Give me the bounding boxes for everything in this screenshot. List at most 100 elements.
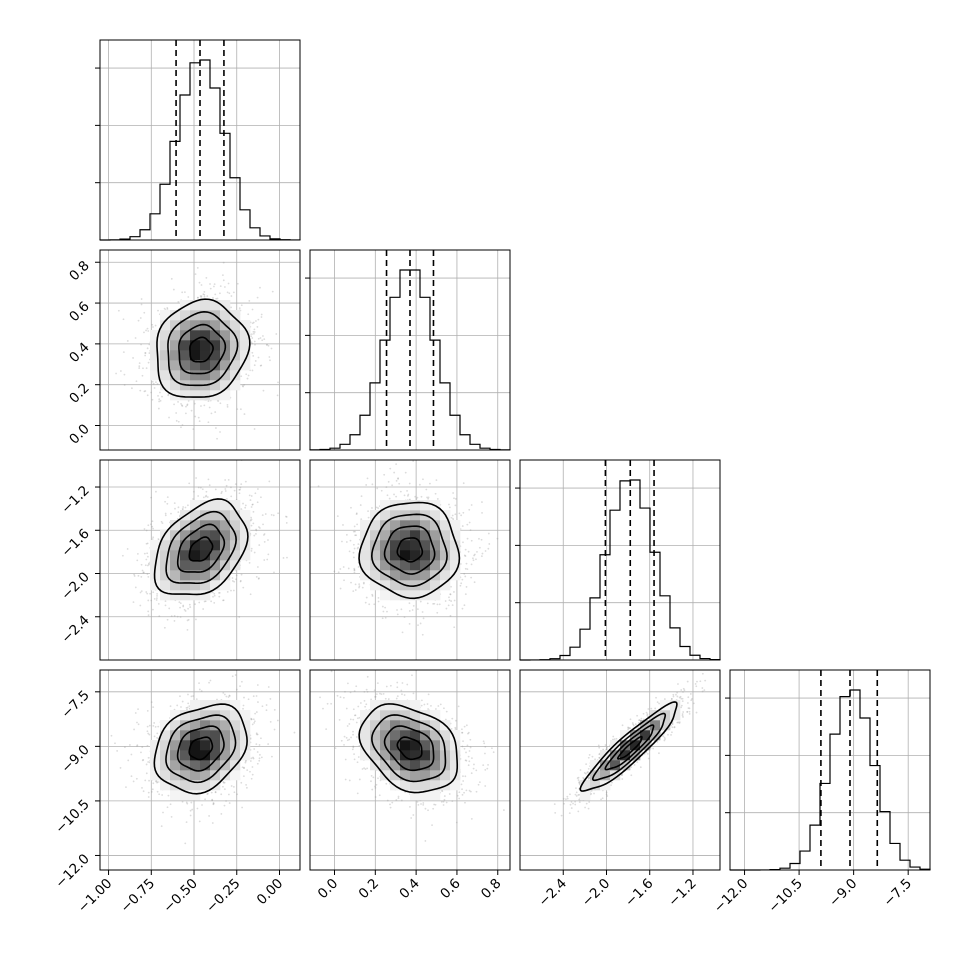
scatter-point [397,478,399,480]
contour-line [167,311,239,387]
scatter-point [161,522,164,525]
scatter-point [244,504,247,507]
scatter-point [466,537,469,540]
hist-panel-1 [305,249,511,451]
scatter-point [151,525,154,528]
scatter-point [138,365,141,368]
scatter-point [197,486,200,489]
density-cell [170,560,181,571]
scatter-point [464,575,467,578]
scatter-point [449,593,452,596]
density-cell [230,360,241,371]
scatter-point [219,431,221,433]
scatter-point [201,488,204,491]
scatter-point [152,527,154,530]
scatter-point [144,564,147,567]
scatter-point [143,390,146,393]
scatter-point [252,355,255,357]
scatter-point [416,608,419,610]
scatter-point [421,611,424,613]
density-cell [220,330,231,341]
density-cell [190,540,201,551]
scatter-point [148,343,151,346]
scatter-point [273,571,275,574]
scatter-point [145,591,148,593]
density-cell [210,360,221,371]
scatter-point [209,283,211,285]
scatter-point [355,512,358,515]
density-cell [430,530,441,541]
scatter-point [145,367,148,370]
scatter-point [182,604,185,607]
scatter-point [192,498,194,500]
scatter-point [277,381,279,384]
scatter-point [239,579,242,582]
scatter-point [151,538,154,540]
scatter-point [170,277,173,280]
scatter-point [460,514,463,517]
scatter-point [205,490,208,493]
scatter-point [365,596,368,599]
scatter-point [251,773,254,776]
density-cell [230,370,241,381]
density-cell [220,540,231,551]
density-cell [160,310,171,321]
density-cell [220,390,231,401]
scatter-point [267,553,270,556]
scatter-point [464,548,467,551]
scatter-point [170,615,173,618]
scatter-point [209,287,212,290]
scatter-point [146,710,149,712]
scatter-point [343,579,345,582]
scatter-point [462,541,464,544]
scatter-point [181,700,184,703]
scatter-point [240,573,243,576]
scatter-point [212,297,214,299]
scatter-point [245,786,248,789]
scatter-point [447,604,450,607]
density-cell [220,300,231,311]
scatter-point [146,542,149,545]
density-cell [170,570,181,581]
density-cell [190,310,201,321]
scatter-point [265,344,268,346]
density-cell [160,350,171,361]
density-cell [210,570,221,581]
density-cell [150,370,161,381]
density-cell [410,590,421,601]
scatter-point [251,351,254,354]
scatter-point [181,405,184,407]
scatter-point [240,375,243,378]
scatter-point [222,279,225,282]
scatter-point [258,753,261,756]
panel-frame [309,459,511,661]
scatter-point [220,793,223,796]
density-cell [210,530,221,541]
density-cell [150,330,161,341]
scatter-point [199,295,202,297]
scatter-point [257,337,260,340]
density-cell [160,570,171,581]
scatter-point [468,521,471,524]
scatter-point [481,552,484,555]
scatter-point [406,494,409,497]
scatter-point [145,558,148,561]
scatter-point [123,373,126,376]
scatter-point [377,507,380,510]
scatter-point [476,550,478,553]
density-cell [420,540,431,551]
scatter-point [200,295,203,297]
scatter-point [210,412,213,415]
scatter-point [470,504,473,506]
scatter-point [271,290,274,293]
density-cell [150,350,161,361]
scatter-point [233,489,236,492]
scatter-point [463,572,466,575]
scatter-point [382,610,385,613]
density-cell [200,300,211,311]
scatter-point [360,495,363,498]
scatter-point [365,484,368,486]
scatter-point [133,573,136,576]
scatter-point [395,495,398,498]
scatter-point [445,607,448,610]
